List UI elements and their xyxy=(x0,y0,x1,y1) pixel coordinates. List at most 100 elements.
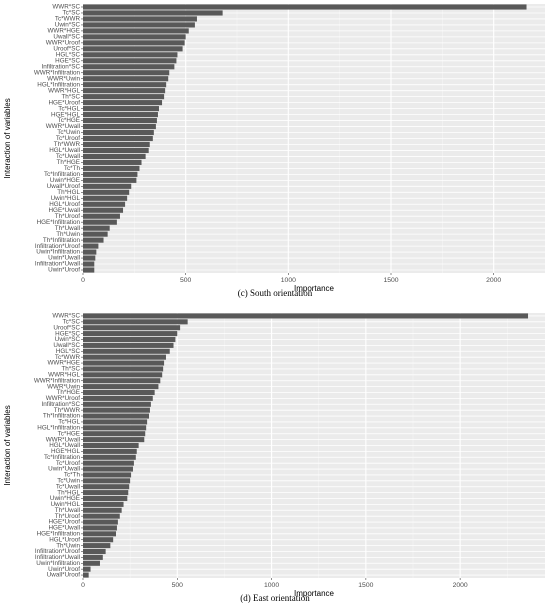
y-tick-label: WWR*HGE xyxy=(47,360,80,367)
y-tick-label: Uwin*Infiltration xyxy=(36,560,80,567)
bar xyxy=(83,34,186,40)
bar xyxy=(83,348,170,354)
bar xyxy=(83,237,104,243)
y-tick-label: Tc*Th xyxy=(64,472,81,479)
bar xyxy=(83,389,155,396)
bar xyxy=(83,543,111,549)
bar xyxy=(83,94,165,100)
bar xyxy=(83,123,156,130)
bar xyxy=(83,554,103,560)
y-tick-label: Th*Uroof xyxy=(55,213,80,220)
y-tick-label: Uwin*SC xyxy=(55,336,81,343)
y-tick-label: Uwin*Uroof xyxy=(48,566,80,573)
y-tick-label: HGL*Uroof xyxy=(49,536,80,543)
bar xyxy=(83,448,137,454)
bar xyxy=(83,460,134,466)
bar xyxy=(83,225,110,231)
y-tick-label: Tc*SC xyxy=(63,319,81,326)
bar xyxy=(83,28,189,34)
y-tick-label: WWR*Uroof xyxy=(46,395,81,402)
y-tick-label: WWR*Uroof xyxy=(46,40,81,47)
bar xyxy=(83,261,95,267)
x-tick-label: 1500 xyxy=(358,582,373,589)
x-tick-label: 1000 xyxy=(264,582,279,589)
y-tick-label: HGE*Infiltration xyxy=(37,219,81,226)
y-tick-label: Tc*HGL xyxy=(58,419,80,426)
bar xyxy=(83,425,147,431)
y-tick-label: HGE*SC xyxy=(55,57,80,64)
bar xyxy=(83,243,99,249)
y-tick-label: HGL*Uroof xyxy=(49,201,80,208)
x-tick-label: 0 xyxy=(81,582,85,589)
y-tick-label: HGE*Infiltration xyxy=(37,531,81,538)
bar xyxy=(83,171,138,177)
y-tick-label: Tc*Uwin xyxy=(57,478,80,485)
y-tick-label: WWR*SC xyxy=(52,313,80,320)
y-tick-label: HGL*Uwall xyxy=(49,442,80,449)
y-tick-label: WWR*SC xyxy=(52,4,80,11)
x-axis-title: Importance xyxy=(294,284,335,293)
x-tick-label: 500 xyxy=(180,277,192,284)
bar xyxy=(83,82,167,88)
y-tick-label: WWR*HGL xyxy=(48,87,80,94)
bar xyxy=(83,331,178,337)
bar xyxy=(83,255,96,261)
bar xyxy=(83,177,137,183)
y-tick-label: Th*WWR xyxy=(54,141,81,148)
bar xyxy=(83,495,128,502)
bar xyxy=(83,207,124,213)
y-tick-label: HGE*Uwall xyxy=(49,207,81,214)
x-tick-label: 2000 xyxy=(453,582,468,589)
bar xyxy=(83,466,133,472)
caption-east: (d) East orientation xyxy=(240,593,310,603)
bar xyxy=(83,519,118,525)
bar xyxy=(83,46,183,52)
bar xyxy=(83,419,148,425)
x-axis-title: Importance xyxy=(294,589,335,598)
bar xyxy=(83,231,108,237)
y-tick-label: HGL*Uwall xyxy=(49,147,80,154)
y-tick-label: Uwin*HGL xyxy=(51,195,81,202)
y-tick-label: Uwin*Uwall xyxy=(48,255,80,262)
y-tick-label: Tc*Uwin xyxy=(57,129,80,136)
bar xyxy=(83,16,197,22)
bar xyxy=(83,64,175,70)
bar xyxy=(83,88,166,94)
y-tick-label: Infiltration*Uroof xyxy=(35,243,80,250)
y-tick-label: Th*Uwall xyxy=(55,507,80,514)
y-tick-label: WWR*Infiltration xyxy=(34,377,81,384)
y-tick-label: Uroof*SC xyxy=(53,324,80,331)
caption-south: (c) South orientation xyxy=(237,288,313,298)
y-tick-label: Tc*HGL xyxy=(58,105,80,112)
bar xyxy=(83,490,129,496)
y-tick-label: Tc*WWR xyxy=(55,16,81,23)
bar xyxy=(83,106,159,112)
bar xyxy=(83,478,131,484)
y-tick-label: HGE*HGL xyxy=(51,448,81,455)
bar xyxy=(83,249,97,255)
y-tick-label: Uwin*HGE xyxy=(50,495,80,502)
bar xyxy=(83,454,136,460)
y-tick-label: HGE*Uroof xyxy=(49,99,81,106)
bar xyxy=(83,548,106,555)
y-tick-label: Tc*Th xyxy=(64,165,81,172)
y-tick-label: HGE*Uroof xyxy=(49,519,81,526)
bar xyxy=(83,52,178,58)
bar xyxy=(83,195,128,201)
y-tick-label: WWR*Uwall xyxy=(46,436,80,443)
bar xyxy=(83,129,154,136)
y-tick-label: Th*Uwin xyxy=(56,542,80,549)
y-tick-label: Th*Uroof xyxy=(55,513,80,520)
y-tick-label: Tc*Infiltration xyxy=(44,454,81,461)
x-tick-label: 0 xyxy=(81,277,85,284)
bar xyxy=(83,572,89,578)
y-tick-label: WWR*HGE xyxy=(47,28,80,35)
y-tick-label: Uroof*SC xyxy=(53,46,80,53)
bar xyxy=(83,135,153,142)
y-tick-label: HGE*SC xyxy=(55,330,80,337)
bar xyxy=(83,147,149,154)
y-tick-label: Tc*HGE xyxy=(58,117,80,124)
bar xyxy=(83,325,181,331)
bar xyxy=(83,407,150,413)
y-tick-label: WWR*Infiltration xyxy=(34,69,81,76)
